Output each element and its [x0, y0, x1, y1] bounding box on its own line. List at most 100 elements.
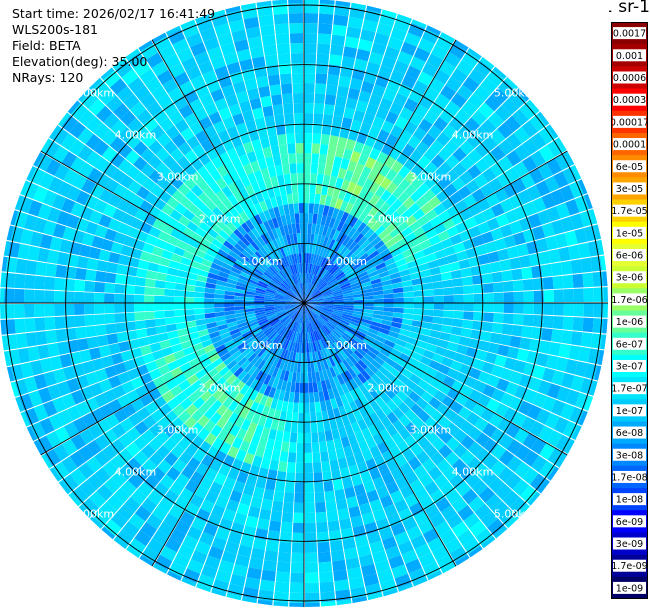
data-gate	[493, 525, 508, 539]
data-gate	[107, 218, 121, 232]
data-gate	[194, 291, 205, 298]
data-gate	[264, 54, 279, 66]
data-gate	[361, 144, 373, 157]
data-gate	[289, 310, 298, 318]
data-gate	[245, 376, 255, 387]
data-gate	[274, 480, 286, 492]
data-gate	[149, 452, 164, 467]
data-gate	[425, 366, 438, 378]
data-gate	[263, 448, 273, 460]
data-gate	[278, 205, 285, 217]
data-gate	[126, 368, 140, 381]
data-gate	[285, 472, 296, 483]
data-gate	[257, 599, 273, 606]
data-gate	[348, 505, 361, 519]
data-gate	[475, 244, 488, 256]
data-gate	[365, 156, 377, 170]
data-gate	[435, 35, 454, 52]
data-gate	[433, 295, 444, 303]
data-gate	[312, 307, 323, 313]
data-gate	[481, 511, 499, 528]
data-gate	[453, 303, 464, 311]
colorbar: 0.00170.0010.00060.00030.000170.00016e-0…	[611, 22, 648, 599]
data-gate	[14, 211, 28, 228]
data-gate	[210, 424, 223, 438]
data-gate	[491, 87, 509, 105]
data-gate	[381, 253, 393, 262]
data-gate	[416, 233, 429, 244]
data-gate	[555, 434, 572, 453]
data-gate	[291, 372, 297, 383]
data-gate	[284, 297, 295, 301]
data-gate	[244, 387, 254, 399]
data-gate	[427, 570, 443, 581]
data-gate	[197, 269, 209, 278]
data-gate	[201, 258, 213, 268]
data-gate	[125, 203, 140, 217]
data-gate	[464, 376, 478, 389]
range-ring-label: 4.00km	[452, 466, 494, 479]
data-gate	[288, 442, 297, 453]
data-gate	[290, 43, 304, 54]
data-gate	[504, 209, 519, 224]
data-gate	[264, 198, 273, 210]
data-gate	[304, 342, 307, 353]
data-gate	[290, 320, 296, 331]
data-gate	[496, 172, 512, 188]
data-gate	[155, 162, 170, 176]
data-gate	[187, 559, 204, 574]
data-gate	[237, 278, 248, 285]
data-gate	[96, 418, 112, 434]
data-gate	[387, 243, 400, 253]
data-gate	[291, 63, 304, 74]
data-gate	[254, 309, 265, 314]
data-gate	[244, 398, 255, 410]
data-gate	[374, 559, 391, 574]
data-gate	[513, 161, 529, 178]
data-gate	[104, 228, 118, 242]
data-gate	[170, 253, 183, 263]
data-gate	[386, 262, 398, 271]
data-gate	[365, 436, 377, 449]
data-gate	[155, 272, 167, 282]
data-gate	[267, 407, 276, 419]
data-gate	[190, 215, 203, 227]
data-gate	[373, 294, 384, 300]
data-gate	[582, 272, 594, 288]
data-gate	[423, 289, 434, 297]
data-gate	[340, 158, 350, 170]
data-gate	[293, 103, 304, 114]
data-gate	[258, 85, 271, 98]
data-gate	[239, 384, 250, 396]
data-gate	[377, 331, 389, 340]
data-gate	[490, 145, 506, 162]
data-gate	[541, 193, 556, 209]
data-gate	[99, 403, 114, 418]
data-gate	[433, 116, 449, 132]
data-gate	[79, 349, 92, 363]
data-gate	[214, 289, 225, 295]
data-gate	[355, 268, 367, 276]
data-gate	[560, 216, 575, 233]
data-gate	[331, 354, 339, 366]
data-gate	[123, 359, 136, 372]
data-gate	[196, 583, 212, 593]
data-gate	[325, 84, 338, 96]
data-gate	[381, 142, 394, 156]
data-gate	[384, 437, 397, 450]
data-gate	[267, 284, 278, 291]
data-gate	[480, 263, 492, 275]
data-gate	[203, 344, 215, 353]
data-gate	[349, 204, 359, 217]
data-gate	[296, 273, 300, 284]
data-gate	[272, 377, 280, 389]
data-gate	[126, 457, 142, 473]
data-gate	[369, 412, 381, 424]
data-gate	[327, 388, 335, 400]
data-gate	[285, 381, 292, 392]
data-gate	[491, 322, 503, 334]
data-gate	[438, 430, 453, 444]
data-gate	[157, 264, 169, 274]
data-gate	[289, 33, 304, 44]
